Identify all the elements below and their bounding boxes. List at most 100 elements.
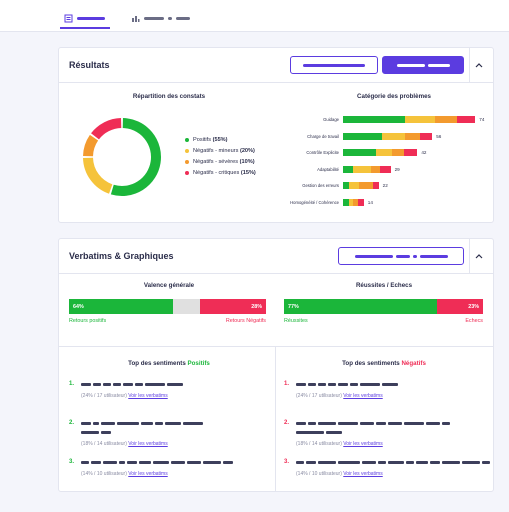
categories-title: Catégorie des problèmes	[357, 93, 431, 100]
category-bar	[343, 116, 476, 123]
results-title: Résultats	[69, 60, 110, 70]
divider	[469, 48, 470, 82]
top-negative-item-rank: 1.	[284, 381, 290, 387]
top-positive-item-meta: (14% / 10 utilisateur) Voir les verbatim…	[81, 471, 168, 477]
tab-charts[interactable]	[131, 9, 190, 27]
divider	[275, 346, 276, 491]
category-bar-segment	[435, 116, 458, 123]
donut-slice-4	[91, 118, 122, 140]
top-positive-item-meta: (24% / 17 utilisateur) Voir les verbatim…	[81, 393, 168, 399]
verbatims-action-button[interactable]	[338, 247, 464, 265]
top-positive-item-text-redacted	[81, 431, 111, 434]
failure-segment: 23%	[437, 299, 483, 314]
category-bar-segment	[348, 182, 360, 189]
tab-results[interactable]	[60, 9, 110, 29]
valence-bar: 64% 28%	[69, 299, 266, 314]
success-title: Réussites / Echecs	[355, 282, 413, 289]
category-value: 22	[382, 183, 388, 188]
category-bar	[343, 198, 364, 206]
verbatims-header: Verbatims & Graphiques	[59, 239, 493, 274]
verbatims-title: Verbatims & Graphiques	[69, 251, 174, 261]
item-stats: (14% / 10 utilisateur)	[81, 471, 129, 477]
legend-item: Positifs (55%)	[185, 137, 228, 143]
category-bar-segment	[405, 132, 421, 140]
category-bar-segment	[343, 165, 354, 173]
button-label-redacted	[427, 63, 450, 67]
category-bar	[343, 132, 433, 140]
category-bar-segment	[420, 132, 433, 140]
category-value: 56	[436, 133, 442, 139]
top-positive-item-text-redacted	[81, 383, 183, 386]
top-positive-title: Top des sentiments Positifs	[128, 360, 210, 367]
valence-negative-segment: 28%	[200, 299, 266, 314]
button-label-redacted	[303, 63, 365, 67]
category-bar	[343, 182, 379, 189]
top-positive-item-text-redacted	[81, 422, 203, 425]
success-segment: 77%	[284, 299, 437, 314]
category-bar-segment	[343, 132, 382, 140]
legend-dot	[185, 149, 189, 153]
legend-label: Négatifs - sévères (10%)	[193, 159, 255, 165]
donut-slice-2	[83, 157, 113, 194]
category-bar-segment	[405, 116, 436, 123]
view-verbatims-link[interactable]: Voir les verbatims	[128, 441, 168, 447]
category-bar-segment	[371, 165, 381, 173]
view-verbatims-link[interactable]: Voir les verbatims	[343, 441, 383, 447]
category-label: Gestion des erreurs	[302, 183, 339, 188]
view-verbatims-link[interactable]: Voir les verbatims	[128, 471, 168, 477]
item-stats: (18% / 14 utilisateur)	[81, 441, 129, 447]
donut-slice-3	[83, 134, 99, 157]
valence-neutral-segment	[173, 299, 200, 314]
divider	[59, 346, 493, 347]
results-card: Résultats Répartition des constats Posit…	[58, 47, 494, 223]
divider	[469, 239, 470, 273]
top-negative-item-rank: 2.	[284, 420, 290, 426]
top-positive-item-rank: 1.	[69, 381, 75, 387]
category-bar	[343, 165, 391, 173]
category-label: Adaptabilité	[317, 166, 339, 172]
legend-item: Négatifs - critiques (15%)	[185, 170, 256, 176]
top-positive-item-rank: 3.	[69, 459, 75, 465]
top-negative-item-text-redacted	[296, 383, 398, 386]
view-verbatims-link[interactable]: Voir les verbatims	[343, 471, 383, 477]
collapse-button[interactable]	[471, 248, 487, 264]
category-label: Contrôle Explicite	[306, 150, 339, 155]
category-bar-segment	[380, 165, 391, 173]
category-bar-segment	[343, 182, 349, 189]
top-negative-item-rank: 3.	[284, 459, 290, 465]
valence-positive-segment: 64%	[69, 299, 173, 314]
legend-percent: (10%)	[239, 159, 255, 165]
tab-label-redacted	[144, 16, 164, 20]
secondary-action-button[interactable]	[290, 56, 378, 74]
category-bar-segment	[353, 198, 358, 206]
legend-dot	[185, 160, 189, 164]
collapse-button[interactable]	[471, 57, 487, 73]
category-value: 42	[421, 150, 427, 155]
distribution-title: Répartition des constats	[132, 93, 206, 100]
button-label-redacted	[412, 254, 417, 258]
category-label: Homogénéité / Cohérence	[290, 199, 339, 205]
legend-item: Négatifs - sévères (10%)	[185, 159, 255, 165]
view-verbatims-link[interactable]: Voir les verbatims	[128, 393, 168, 399]
item-stats: (24% / 17 utilisateur)	[81, 393, 129, 399]
top-negative-item-meta: (24% / 17 utilisateur) Voir les verbatim…	[296, 393, 383, 399]
view-verbatims-link[interactable]: Voir les verbatims	[343, 393, 383, 399]
category-bar-segment	[372, 182, 379, 189]
active-tab-indicator	[60, 27, 110, 29]
button-label-redacted	[354, 254, 393, 258]
clipboard-icon	[64, 14, 73, 22]
top-positive-item-meta: (18% / 14 utilisateur) Voir les verbatim…	[81, 441, 168, 447]
button-label-redacted	[396, 63, 425, 67]
valence-positive-label: Retours positifs	[69, 318, 107, 324]
top-tab-bar	[0, 0, 509, 32]
category-bar-segment	[359, 182, 373, 189]
donut-slice-1	[110, 118, 161, 196]
legend-dot	[185, 138, 189, 142]
item-stats: (18% / 14 utilisateur)	[296, 441, 344, 447]
legend-dot	[185, 171, 189, 175]
failure-label: Echecs	[465, 318, 483, 324]
category-bar-segment	[392, 149, 404, 156]
category-bar-segment	[403, 149, 418, 156]
success-label: Réussites	[284, 318, 308, 324]
primary-action-button[interactable]	[382, 56, 464, 74]
